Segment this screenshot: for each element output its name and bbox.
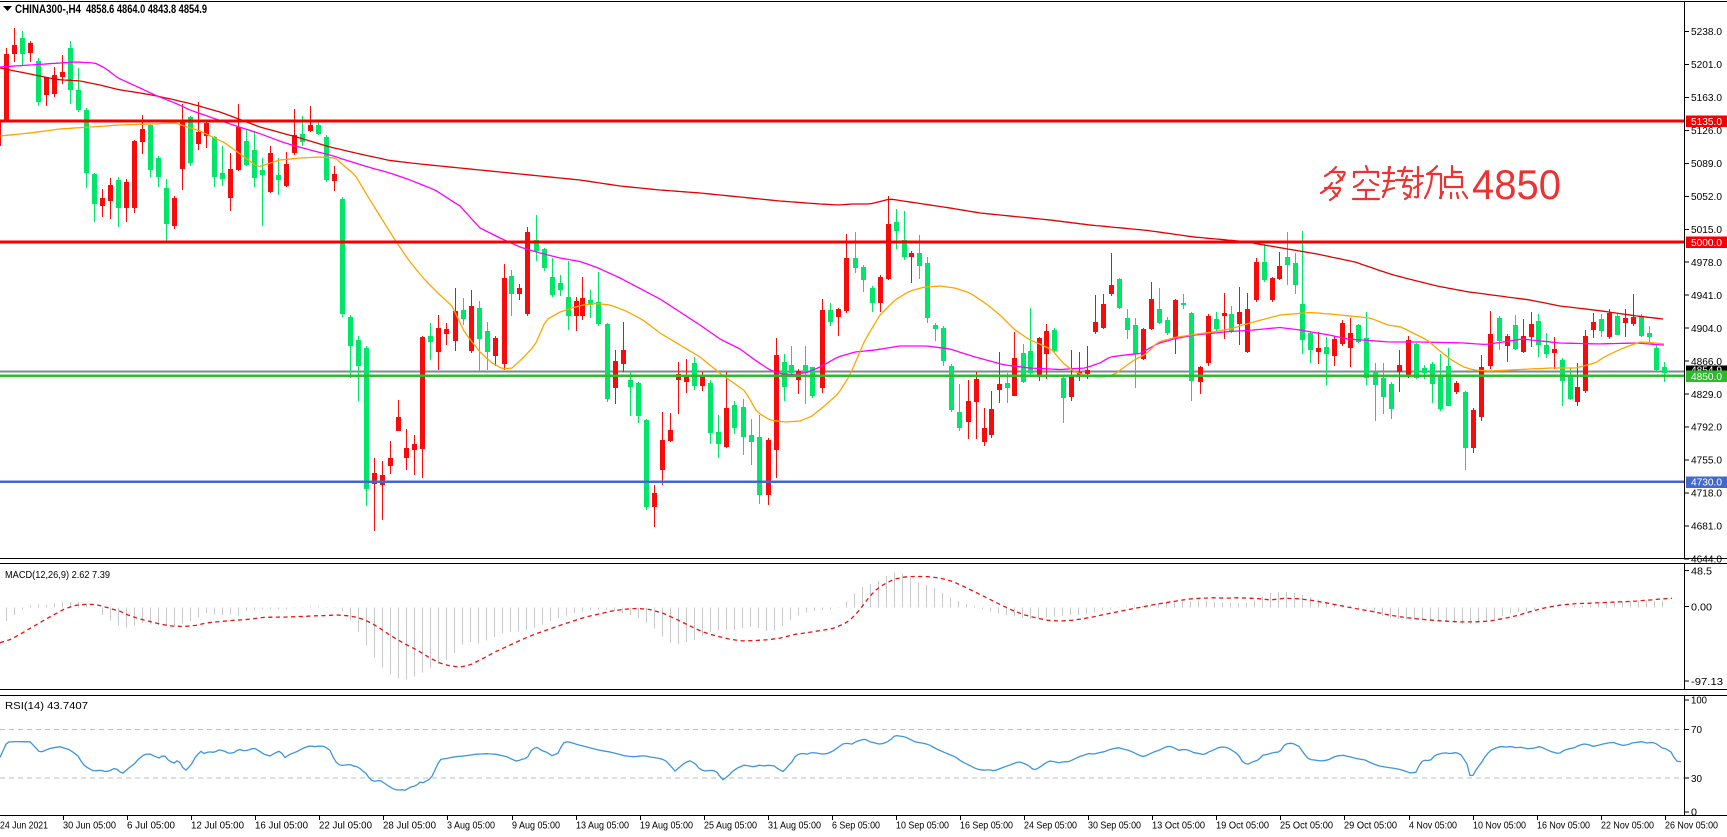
svg-text:6 Jul 05:00: 6 Jul 05:00 [127,820,175,832]
svg-text:4850.0: 4850.0 [1691,371,1722,383]
svg-text:4792.0: 4792.0 [1691,422,1722,434]
svg-text:4755.0: 4755.0 [1691,455,1722,467]
svg-text:30 Jun 05:00: 30 Jun 05:00 [63,820,116,832]
svg-text:16 Nov 05:00: 16 Nov 05:00 [1537,820,1590,832]
svg-text:4866.0: 4866.0 [1691,356,1722,368]
svg-text:30 Sep 05:00: 30 Sep 05:00 [1088,820,1141,832]
svg-text:5135.0: 5135.0 [1691,116,1722,128]
svg-text:5089.0: 5089.0 [1691,158,1722,170]
svg-text:4681.0: 4681.0 [1691,521,1722,533]
svg-text:12 Jul 05:00: 12 Jul 05:00 [191,820,244,832]
svg-text:9 Aug 05:00: 9 Aug 05:00 [512,820,560,832]
svg-text:4904.0: 4904.0 [1691,323,1722,335]
svg-text:100: 100 [1691,695,1707,707]
svg-text:6 Sep 05:00: 6 Sep 05:00 [832,820,880,832]
svg-text:19 Aug 05:00: 19 Aug 05:00 [640,820,693,832]
svg-text:0: 0 [1691,807,1697,819]
svg-text:13 Oct 05:00: 13 Oct 05:00 [1152,820,1205,832]
svg-text:4829.0: 4829.0 [1691,389,1722,401]
svg-text:4 Nov 05:00: 4 Nov 05:00 [1409,820,1457,832]
svg-text:4858.6 4864.0 4843.8 4854.9: 4858.6 4864.0 4843.8 4854.9 [86,4,207,16]
svg-text:5201.0: 5201.0 [1691,59,1722,71]
svg-text:0.00: 0.00 [1691,601,1712,613]
svg-text:24 Sep 05:00: 24 Sep 05:00 [1024,820,1077,832]
svg-text:31 Aug 05:00: 31 Aug 05:00 [768,820,821,832]
svg-text:48.5: 48.5 [1691,565,1712,577]
svg-text:-97.13: -97.13 [1691,676,1723,688]
svg-text:5126.0: 5126.0 [1691,125,1722,137]
svg-text:13 Aug 05:00: 13 Aug 05:00 [576,820,629,832]
svg-text:5015.0: 5015.0 [1691,224,1722,236]
svg-text:RSI(14) 43.7407: RSI(14) 43.7407 [5,700,88,712]
svg-text:25 Aug 05:00: 25 Aug 05:00 [704,820,757,832]
svg-text:5052.0: 5052.0 [1691,191,1722,203]
svg-text:10 Nov 05:00: 10 Nov 05:00 [1473,820,1526,832]
svg-text:28 Jul 05:00: 28 Jul 05:00 [383,820,436,832]
svg-text:5163.0: 5163.0 [1691,92,1722,104]
svg-text:16 Sep 05:00: 16 Sep 05:00 [960,820,1013,832]
svg-text:5000.0: 5000.0 [1691,237,1722,249]
svg-text:4941.0: 4941.0 [1691,290,1722,302]
svg-text:22 Nov 05:00: 22 Nov 05:00 [1601,820,1654,832]
svg-text:19 Oct 05:00: 19 Oct 05:00 [1216,820,1269,832]
svg-text:70: 70 [1691,724,1702,736]
svg-text:4718.0: 4718.0 [1691,488,1722,500]
svg-text:26 Nov 05:00: 26 Nov 05:00 [1665,820,1718,832]
svg-text:4730.0: 4730.0 [1691,477,1722,489]
svg-text:MACD(12,26,9) 2.62 7.39: MACD(12,26,9) 2.62 7.39 [5,569,110,581]
svg-text:4850: 4850 [1472,161,1561,208]
svg-text:CHINA300-,H4: CHINA300-,H4 [15,4,82,16]
svg-text:29 Oct 05:00: 29 Oct 05:00 [1344,820,1397,832]
svg-text:24 Jun 2021: 24 Jun 2021 [0,820,48,832]
svg-text:3 Aug 05:00: 3 Aug 05:00 [447,820,495,832]
svg-text:25 Oct 05:00: 25 Oct 05:00 [1280,820,1333,832]
svg-text:4978.0: 4978.0 [1691,257,1722,269]
svg-text:4644.0: 4644.0 [1691,554,1722,566]
svg-text:16 Jul 05:00: 16 Jul 05:00 [255,820,308,832]
svg-text:5238.0: 5238.0 [1691,26,1722,38]
svg-text:22 Jul 05:00: 22 Jul 05:00 [319,820,372,832]
svg-text:10 Sep 05:00: 10 Sep 05:00 [896,820,949,832]
svg-text:30: 30 [1691,773,1702,785]
